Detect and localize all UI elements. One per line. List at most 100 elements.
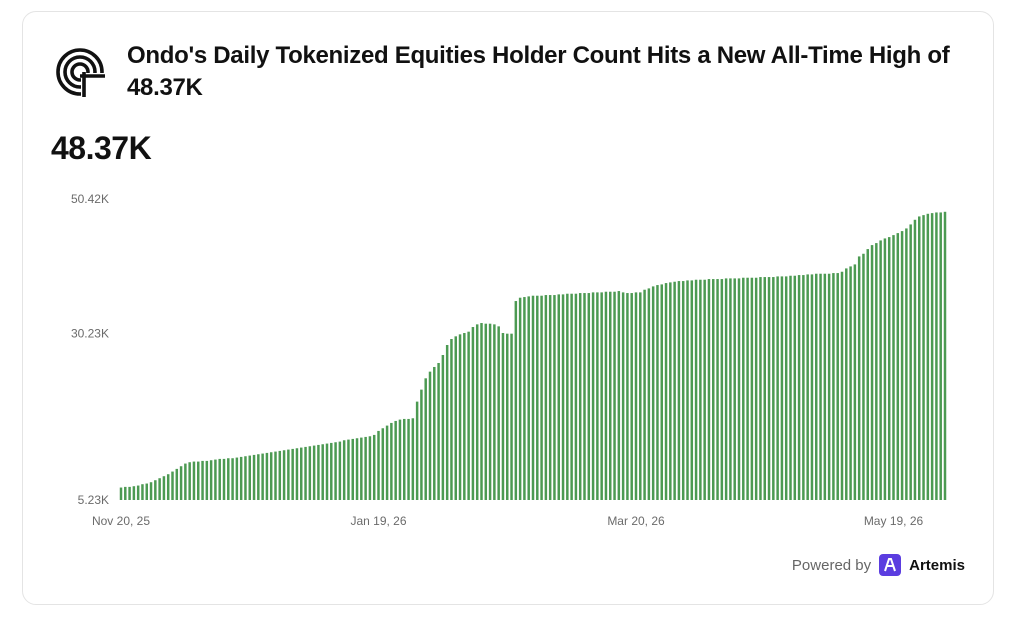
bar[interactable] (836, 273, 839, 500)
bar[interactable] (480, 323, 483, 500)
bar[interactable] (291, 448, 294, 500)
bar[interactable] (900, 231, 904, 500)
bar[interactable] (510, 333, 513, 500)
bar[interactable] (312, 445, 316, 500)
bar[interactable] (141, 484, 144, 500)
bar[interactable] (523, 297, 526, 500)
bar[interactable] (767, 277, 771, 500)
bar[interactable] (716, 279, 719, 500)
bar[interactable] (930, 213, 934, 500)
bar[interactable] (935, 212, 938, 500)
bar[interactable] (347, 439, 350, 500)
bar[interactable] (278, 450, 282, 500)
bar[interactable] (257, 454, 260, 500)
bar[interactable] (192, 461, 196, 500)
bar[interactable] (287, 449, 290, 500)
bar[interactable] (308, 446, 312, 500)
bar[interactable] (939, 212, 942, 500)
bar[interactable] (398, 419, 402, 500)
bar[interactable] (870, 245, 874, 500)
bar[interactable] (531, 295, 535, 500)
bar[interactable] (355, 438, 359, 500)
bar[interactable] (227, 458, 230, 500)
bar[interactable] (458, 334, 462, 500)
bar[interactable] (145, 483, 148, 500)
bar[interactable] (754, 277, 758, 500)
bar[interactable] (411, 418, 415, 500)
bar[interactable] (810, 274, 814, 500)
bar[interactable] (548, 295, 552, 500)
bar[interactable] (222, 458, 226, 500)
bar[interactable] (707, 279, 711, 500)
bar[interactable] (772, 277, 775, 500)
bar[interactable] (209, 460, 213, 500)
bar[interactable] (853, 264, 857, 500)
bar[interactable] (634, 292, 638, 500)
bar[interactable] (304, 446, 307, 500)
bar[interactable] (742, 277, 745, 500)
bar[interactable] (862, 253, 865, 500)
bar[interactable] (669, 282, 672, 500)
bar[interactable] (604, 291, 608, 500)
bar[interactable] (596, 292, 599, 500)
bar[interactable] (617, 291, 621, 500)
bar[interactable] (600, 292, 603, 500)
bar[interactable] (943, 211, 947, 501)
bar[interactable] (132, 486, 136, 500)
bar[interactable] (518, 297, 522, 500)
bar[interactable] (506, 333, 509, 500)
bar[interactable] (626, 293, 629, 500)
bar[interactable] (918, 216, 921, 500)
bar[interactable] (879, 240, 882, 500)
bar[interactable] (570, 293, 573, 500)
bar[interactable] (420, 389, 423, 500)
bar[interactable] (497, 326, 500, 500)
bar[interactable] (175, 468, 179, 500)
bar[interactable] (553, 295, 556, 500)
bar[interactable] (282, 450, 286, 500)
bar[interactable] (471, 327, 475, 500)
bar[interactable] (712, 279, 715, 500)
bar[interactable] (737, 278, 741, 500)
bar[interactable] (501, 333, 505, 500)
bar[interactable] (720, 279, 724, 500)
bar[interactable] (677, 281, 681, 500)
bar[interactable] (330, 442, 333, 500)
bar[interactable] (806, 274, 809, 500)
bar[interactable] (759, 277, 762, 500)
bar[interactable] (269, 452, 273, 500)
bar[interactable] (166, 474, 170, 500)
bar[interactable] (377, 430, 380, 500)
bar[interactable] (407, 418, 410, 500)
bar[interactable] (342, 440, 346, 500)
bar[interactable] (840, 271, 844, 500)
bar[interactable] (437, 362, 440, 500)
bar[interactable] (360, 437, 363, 500)
bar[interactable] (124, 486, 127, 500)
bar[interactable] (746, 277, 749, 500)
bar[interactable] (673, 281, 676, 500)
bar[interactable] (467, 331, 470, 500)
bar[interactable] (909, 224, 912, 500)
bar[interactable] (656, 285, 659, 500)
bar[interactable] (823, 273, 827, 500)
bar[interactable] (415, 401, 419, 500)
bar[interactable] (591, 292, 595, 500)
bar[interactable] (780, 276, 784, 500)
bar[interactable] (664, 283, 668, 500)
bar[interactable] (892, 235, 895, 500)
bar[interactable] (338, 441, 342, 500)
bar[interactable] (300, 447, 303, 500)
bar[interactable] (321, 444, 324, 500)
bar[interactable] (488, 323, 492, 500)
bar[interactable] (158, 478, 161, 500)
bar[interactable] (832, 273, 835, 500)
bar[interactable] (793, 275, 797, 500)
bar[interactable] (578, 293, 582, 500)
bar[interactable] (630, 293, 633, 500)
bar[interactable] (802, 275, 805, 500)
bar[interactable] (703, 279, 706, 500)
bar[interactable] (179, 466, 183, 500)
bar[interactable] (252, 454, 256, 500)
bar[interactable] (544, 295, 548, 500)
